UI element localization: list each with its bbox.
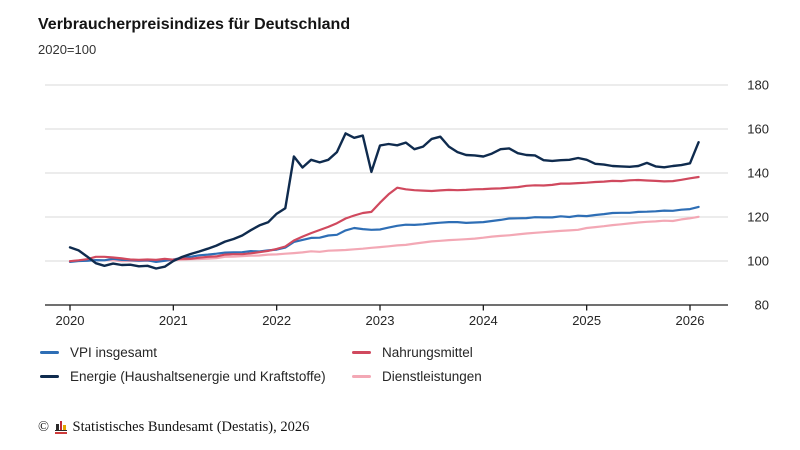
copyright-symbol: © bbox=[38, 419, 50, 435]
line-swatch-icon bbox=[40, 351, 59, 354]
y-tick-label: 100 bbox=[747, 254, 769, 269]
x-tick-label: 2022 bbox=[262, 313, 291, 328]
legend-label: VPI insgesamt bbox=[70, 345, 158, 360]
y-tick-label: 80 bbox=[755, 298, 769, 313]
x-tick-label: 2021 bbox=[159, 313, 188, 328]
chart-subtitle: 2020=100 bbox=[38, 41, 97, 57]
line-swatch-icon bbox=[40, 375, 59, 378]
chart-header: Verbraucherpreisindizes für Deutschland … bbox=[38, 16, 350, 57]
line-swatch-icon bbox=[352, 351, 371, 354]
y-tick-label: 180 bbox=[747, 78, 769, 93]
copyright-line: © Statistisches Bundesamt (Destatis), 20… bbox=[38, 419, 309, 436]
x-tick-label: 2026 bbox=[676, 313, 705, 328]
series-line-energie-haushaltsenergie-und-kraftstoffe bbox=[68, 132, 700, 270]
legend-item-vpi-insgesamt: VPI insgesamt bbox=[40, 345, 352, 360]
y-tick-label: 140 bbox=[747, 166, 769, 181]
legend-label: Dienstleistungen bbox=[382, 369, 482, 384]
line-swatch-icon bbox=[352, 375, 371, 378]
y-tick-label: 160 bbox=[747, 122, 769, 137]
series-line-nahrungsmittel bbox=[68, 175, 700, 263]
legend-label: Energie (Haushaltsenergie und Kraftstoff… bbox=[70, 369, 326, 384]
x-tick-label: 2024 bbox=[469, 313, 498, 328]
x-tick-label: 2020 bbox=[56, 313, 85, 328]
legend-item-energie: Energie (Haushaltsenergie und Kraftstoff… bbox=[40, 369, 352, 384]
legend-label: Nahrungsmittel bbox=[382, 345, 473, 360]
series-line-vpi-insgesamt bbox=[68, 205, 700, 263]
y-tick-label: 120 bbox=[747, 210, 769, 225]
series-line-dienstleistungen bbox=[68, 215, 700, 263]
legend: VPI insgesamt Nahrungsmittel Energie (Ha… bbox=[40, 345, 760, 384]
x-tick-label: 2025 bbox=[572, 313, 601, 328]
legend-item-nahrungsmittel: Nahrungsmittel bbox=[352, 345, 760, 360]
destatis-bars-icon bbox=[55, 421, 67, 434]
chart-title: Verbraucherpreisindizes für Deutschland bbox=[38, 16, 351, 33]
copyright-text: Statistisches Bundesamt (Destatis), 2026 bbox=[72, 419, 310, 435]
x-tick-label: 2023 bbox=[366, 313, 395, 328]
legend-item-dienstleistungen: Dienstleistungen bbox=[352, 369, 760, 384]
